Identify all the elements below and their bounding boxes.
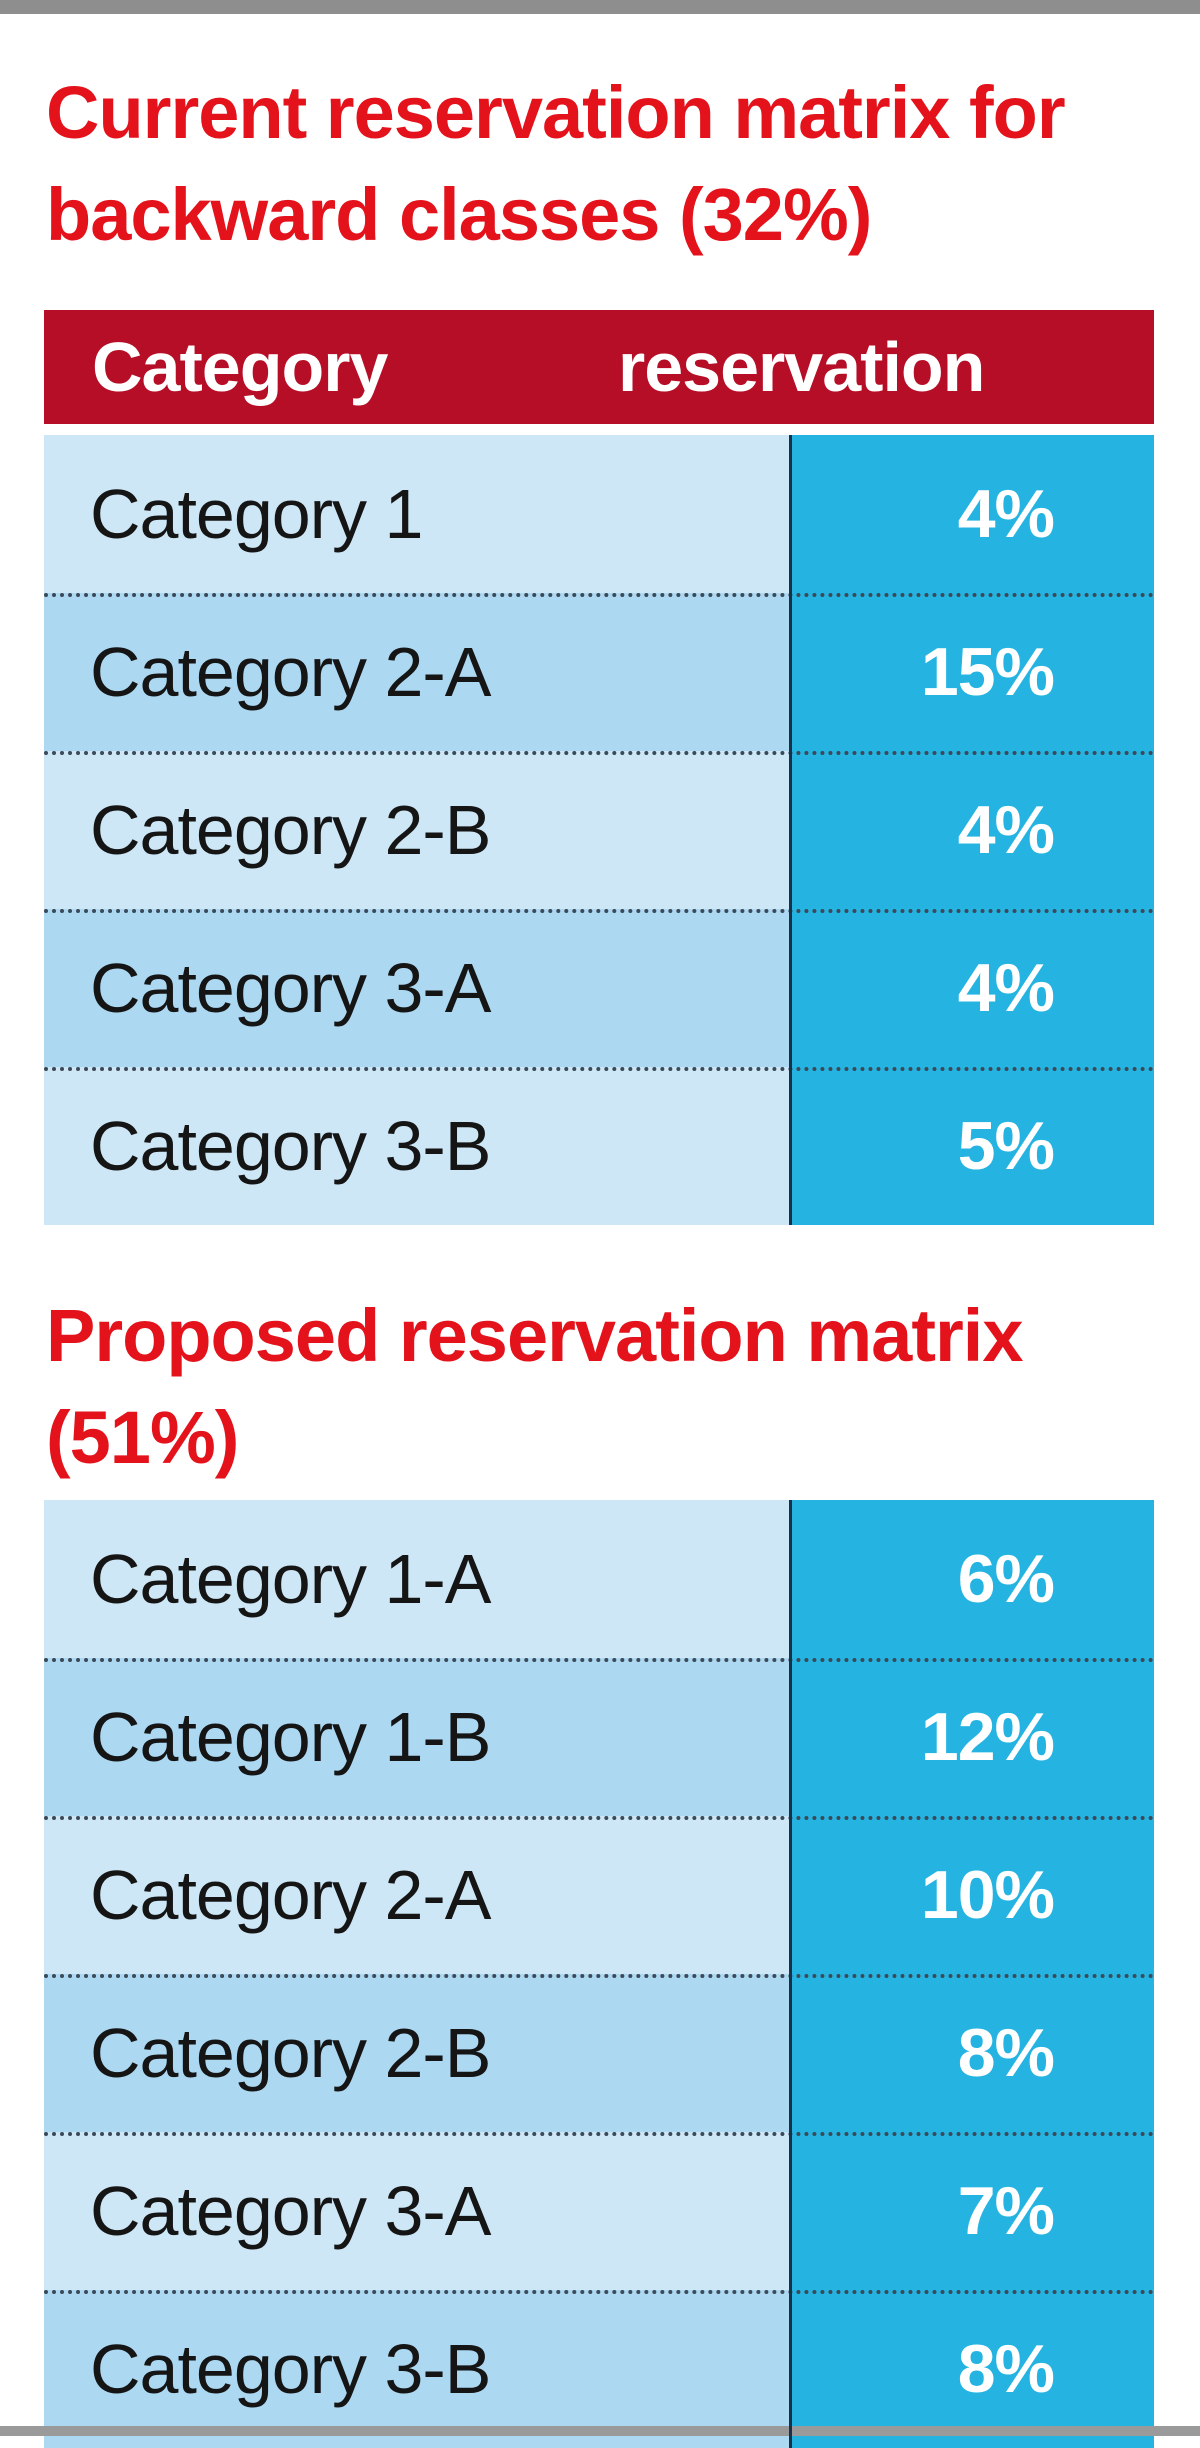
reservation-value: 5% [789,1067,1154,1225]
table-row: Category 3-B 5% [44,1067,1154,1225]
table-row: Category 2-A 15% [44,593,1154,751]
category-label: Category 2-A [44,593,789,751]
column-header-reservation: reservation [618,328,985,406]
table-row: Category 1 4% [44,435,1154,593]
category-label: Category 1 [44,435,789,593]
reservation-value: 8% [789,1974,1154,2132]
reservation-value: 6% [789,1500,1154,1658]
table-row: Category 2-A 10% [44,1816,1154,1974]
top-rule [0,0,1200,14]
table-row: Category 3-A 7% [44,2132,1154,2290]
table-row: Category 3-A 4% [44,909,1154,1067]
category-label: Category 2-B [44,751,789,909]
reservation-value: 12% [789,1658,1154,1816]
category-label: Category 3-A [44,2132,789,2290]
table-header: Category reservation [44,310,1154,424]
table-row: Category 2-B 8% [44,1974,1154,2132]
table-row: Category 2-B 4% [44,751,1154,909]
bottom-rule [0,2426,1200,2436]
column-header-category: Category [92,328,388,406]
category-label: Category 1-A [44,1500,789,1658]
reservation-value: 10% [789,1816,1154,1974]
reservation-value: 4% [789,751,1154,909]
category-label: Category 3-A [44,909,789,1067]
proposed-matrix-table: Category 1-A 6% Category 1-B 12% Categor… [44,1500,1154,2448]
category-label: Category 3-B [44,2290,789,2448]
column-divider [789,1500,792,2448]
reservation-value: 8% [789,2290,1154,2448]
table-row: Category 1-B 12% [44,1658,1154,1816]
column-divider [789,435,792,1225]
reservation-value: 7% [789,2132,1154,2290]
table-row: Category 1-A 6% [44,1500,1154,1658]
table-row: Category 3-B 8% [44,2290,1154,2448]
reservation-value: 4% [789,909,1154,1067]
current-matrix-title: Current reservation matrix for backward … [46,71,1066,256]
current-matrix-table: Category 1 4% Category 2-A 15% Category … [44,435,1154,1225]
category-label: Category 2-A [44,1816,789,1974]
reservation-value: 15% [789,593,1154,751]
category-label: Category 2-B [44,1974,789,2132]
category-label: Category 3-B [44,1067,789,1225]
proposed-matrix-title: Proposed reservation matrix (51%) [46,1294,1023,1479]
category-label: Category 1-B [44,1658,789,1816]
reservation-value: 4% [789,435,1154,593]
